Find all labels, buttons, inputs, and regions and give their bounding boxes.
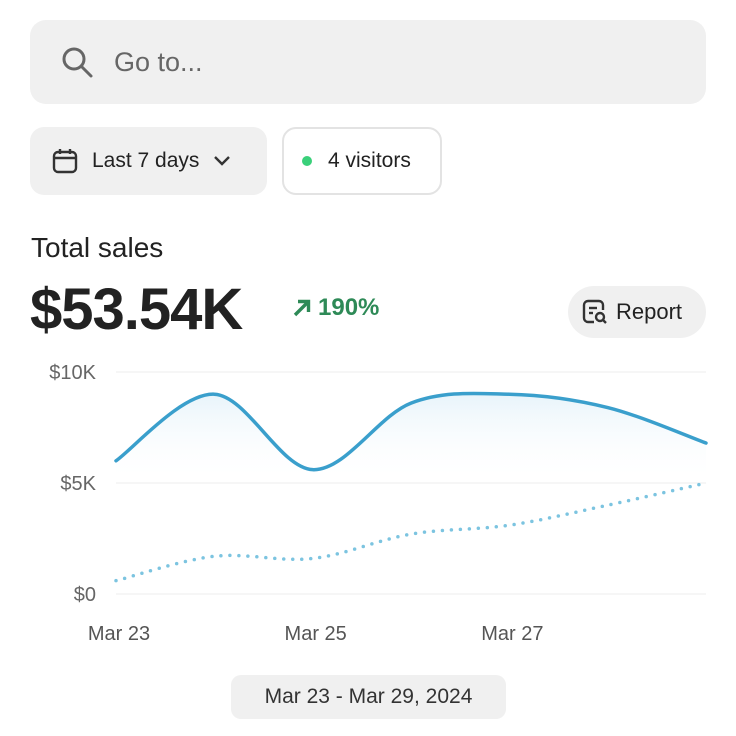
area-fill	[116, 393, 706, 483]
x-tick-label: Mar 25	[285, 623, 347, 645]
search-icon	[62, 47, 93, 78]
x-tick-label: Mar 27	[481, 623, 543, 645]
sales-line-chart: $10K $5K $0 Mar 23 Mar 25 Mar 27	[49, 362, 708, 645]
live-dot-icon	[302, 156, 312, 166]
report-search-icon	[582, 299, 607, 324]
visitors-badge[interactable]: 4 visitors	[282, 127, 442, 195]
date-range-label: Last 7 days	[92, 149, 200, 172]
metric-label: Total sales	[31, 232, 164, 263]
date-range-footer: Mar 23 - Mar 29, 2024	[231, 675, 506, 719]
y-tick-label: $0	[74, 584, 96, 606]
visitors-label: 4 visitors	[328, 149, 411, 172]
calendar-icon	[52, 149, 78, 174]
search-placeholder: Go to...	[114, 46, 203, 77]
y-tick-label: $10K	[49, 362, 96, 384]
metric-value: $53.54K	[30, 277, 243, 342]
search-input[interactable]: Go to...	[30, 20, 706, 104]
arrow-up-right-icon	[293, 299, 311, 317]
report-label: Report	[616, 299, 683, 324]
series-line-previous	[114, 481, 708, 583]
report-button[interactable]: Report	[568, 286, 706, 338]
date-range-dropdown[interactable]: Last 7 days	[30, 127, 267, 195]
metric-change: 190%	[292, 294, 379, 322]
y-tick-label: $5K	[60, 473, 96, 495]
change-value: 190%	[318, 294, 380, 321]
chevron-down-icon	[214, 156, 231, 166]
x-tick-label: Mar 23	[88, 623, 150, 645]
